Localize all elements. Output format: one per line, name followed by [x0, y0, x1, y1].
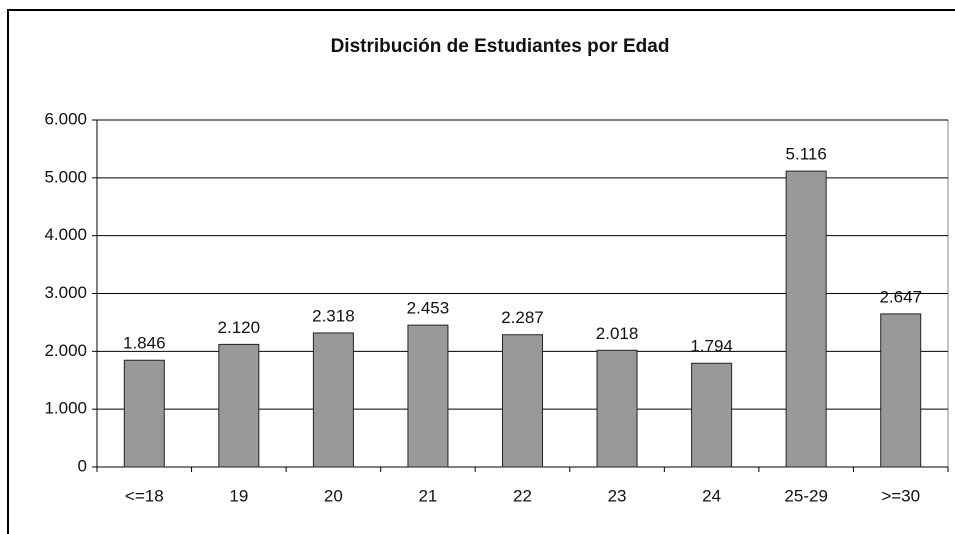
bar [407, 324, 449, 468]
x-tick-label: 24 [702, 486, 721, 505]
bar [880, 313, 922, 468]
bar [123, 359, 165, 468]
data-label: 5.116 [786, 145, 827, 164]
bar [691, 362, 733, 468]
y-tick-label: 1.000 [44, 399, 87, 418]
x-tick-label: 25-29 [784, 486, 827, 505]
x-tick-label: 22 [513, 486, 532, 505]
data-label: 2.647 [879, 287, 922, 306]
y-tick-label: 4.000 [44, 225, 87, 244]
y-tick-label: 3.000 [44, 283, 87, 302]
x-tick-label: 20 [324, 486, 343, 505]
data-label: 2.018 [596, 324, 639, 343]
data-label: 2.318 [312, 306, 355, 325]
y-tick-label: 0 [78, 456, 87, 475]
y-tick-label: 2.000 [44, 341, 87, 360]
chart-title: Distribución de Estudiantes por Edad [331, 36, 670, 57]
y-tick-label: 6.000 [44, 109, 87, 128]
data-label: 1.794 [690, 337, 733, 356]
bar [785, 170, 827, 468]
data-label: 2.287 [501, 308, 544, 327]
bar [312, 332, 354, 468]
bar [502, 334, 543, 468]
x-tick-label: <=18 [125, 486, 164, 505]
data-label: 2.453 [407, 299, 450, 318]
data-label: 2.120 [218, 318, 261, 337]
x-tick-label: >=30 [881, 486, 920, 505]
x-tick-label: 23 [608, 486, 627, 505]
bar [218, 343, 260, 468]
frame [7, 9, 955, 534]
bar [596, 349, 638, 468]
x-tick-label: 19 [229, 486, 248, 505]
x-tick-label: 21 [418, 486, 437, 505]
y-tick-label: 5.000 [44, 167, 87, 186]
data-label: 1.846 [123, 334, 166, 353]
